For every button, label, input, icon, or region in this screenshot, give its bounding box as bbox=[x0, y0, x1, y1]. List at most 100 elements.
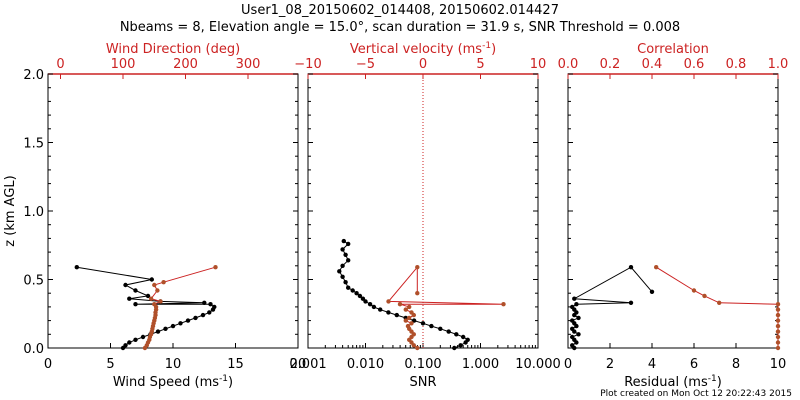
wind_speed-point bbox=[155, 329, 161, 334]
correlation-point bbox=[654, 265, 659, 270]
panel-2: 0.001 0.010 0.100 1.000 10.000 SNR −10 −5 0 5 10 Ve… bbox=[289, 41, 560, 390]
top-tick-label: 5 bbox=[476, 57, 484, 72]
wind_direction-point bbox=[161, 280, 166, 285]
snr-point bbox=[350, 288, 355, 293]
wind_speed-point bbox=[74, 265, 80, 270]
vertical_velocity-point bbox=[501, 302, 506, 307]
snr-point bbox=[458, 343, 463, 348]
x-tick-label: 0.001 bbox=[289, 357, 326, 372]
correlation-point bbox=[775, 345, 781, 351]
wind_direction-point bbox=[213, 265, 218, 270]
y-tick-label: 1.5 bbox=[23, 137, 44, 152]
x-tick-label: 10 bbox=[165, 357, 182, 372]
snr-point bbox=[357, 293, 363, 299]
snr-point bbox=[465, 337, 470, 342]
snr-point bbox=[446, 329, 451, 334]
snr-point bbox=[420, 321, 426, 326]
wind_speed-point bbox=[149, 277, 154, 282]
x-axis-label: Residual (ms-1) bbox=[624, 374, 722, 390]
snr-point bbox=[360, 296, 366, 301]
wind_speed-point bbox=[185, 318, 191, 323]
y-tick-label: 0.0 bbox=[23, 342, 44, 357]
x-tick-label: 0.100 bbox=[404, 357, 441, 372]
vertical_velocity-point bbox=[409, 310, 414, 315]
residual-point bbox=[570, 326, 575, 331]
snr-point bbox=[367, 302, 373, 307]
top-tick-label: 300 bbox=[236, 57, 261, 72]
residual-point bbox=[572, 296, 577, 301]
top-tick-label: 0.6 bbox=[684, 57, 705, 72]
snr-point bbox=[454, 332, 459, 337]
top-tick-label: 0.0 bbox=[558, 57, 579, 72]
vertical_velocity-point bbox=[397, 302, 403, 307]
wind_speed-point bbox=[127, 340, 132, 345]
title-line-1: User1_08_20150602_014408, 20150602.01442… bbox=[241, 3, 559, 18]
wind_speed-point bbox=[145, 293, 151, 299]
snr-point bbox=[394, 312, 399, 318]
wind_direction-point bbox=[158, 299, 163, 304]
snr-point bbox=[343, 252, 348, 257]
snr-point bbox=[429, 323, 434, 329]
x-tick-label: 4 bbox=[648, 357, 656, 372]
panel-3: 0 2 4 6 8 10 Residual (ms-1) 0.0 0.2 0.4 0.6 0.8 1.0… bbox=[558, 42, 789, 390]
correlation-point bbox=[717, 300, 722, 305]
correlation-point bbox=[691, 288, 697, 293]
y-tick-label: 2.0 bbox=[23, 68, 44, 83]
wind_speed-point bbox=[123, 343, 128, 348]
correlation-point bbox=[775, 312, 781, 318]
vertical_velocity-point bbox=[386, 299, 391, 304]
y-tick-label: 1.0 bbox=[23, 205, 44, 220]
snr-point bbox=[461, 334, 466, 340]
top-tick-label: 0.4 bbox=[642, 57, 663, 72]
vertical_velocity-point bbox=[415, 345, 420, 351]
snr-point bbox=[337, 269, 342, 274]
wind_speed-point bbox=[127, 296, 132, 301]
correlation-point bbox=[775, 334, 781, 340]
correlation-point bbox=[775, 318, 781, 323]
top-axis-label: Vertical velocity (ms-1) bbox=[350, 41, 496, 57]
y-tick-label: 0.5 bbox=[23, 274, 44, 289]
x-tick-label: 0 bbox=[564, 357, 572, 372]
x-tick-label: 8 bbox=[732, 357, 740, 372]
top-axis-label: Wind Direction (deg) bbox=[106, 42, 240, 57]
residual-point bbox=[576, 315, 581, 321]
snr-point bbox=[341, 238, 346, 244]
wind_speed-point bbox=[133, 288, 138, 293]
wind_speed-point bbox=[193, 315, 198, 321]
top-tick-label: 200 bbox=[173, 57, 198, 72]
snr-point bbox=[340, 247, 345, 252]
residual-point bbox=[628, 265, 634, 270]
title-line-2: Nbeams = 8, Elevation angle = 15.0°, sca… bbox=[120, 20, 680, 35]
correlation-point bbox=[775, 307, 781, 312]
x-tick-label: 10 bbox=[770, 357, 787, 372]
snr-point bbox=[346, 258, 351, 263]
top-tick-label: 1.0 bbox=[768, 57, 789, 72]
footer-timestamp: Plot created on Mon Oct 12 20:22:43 2015 bbox=[600, 389, 792, 399]
wind_speed-point bbox=[163, 326, 168, 331]
x-tick-label: 2 bbox=[606, 357, 614, 372]
wind_speed-point bbox=[178, 321, 183, 326]
top-tick-label: 0.8 bbox=[726, 57, 747, 72]
vertical_velocity-point bbox=[403, 318, 408, 323]
snr-point bbox=[340, 274, 345, 279]
wind_direction-point bbox=[152, 282, 157, 288]
snr-point bbox=[452, 345, 457, 351]
wind_speed-point bbox=[170, 323, 176, 329]
vertical_velocity-point bbox=[407, 315, 412, 321]
x-tick-label: 1.000 bbox=[462, 357, 499, 372]
snr-point bbox=[346, 285, 351, 290]
correlation-point bbox=[702, 293, 707, 299]
snr-point bbox=[346, 241, 351, 247]
panel-1: 0.0 0.5 1.0 1.5 2.0 z (km AGL) 0 5 10 15 20 Wind Sp… bbox=[3, 42, 306, 390]
snr-point bbox=[386, 310, 391, 315]
x-tick-label: 15 bbox=[227, 357, 244, 372]
wind_speed-point bbox=[140, 334, 146, 340]
x-axis-label: Wind Speed (ms-1) bbox=[113, 374, 233, 390]
wind_speed-point bbox=[200, 312, 206, 318]
x-tick-label: 20 bbox=[290, 357, 307, 372]
wind_speed-point bbox=[207, 310, 212, 315]
x-tick-label: 10.000 bbox=[515, 357, 561, 372]
correlation-point bbox=[775, 323, 781, 329]
